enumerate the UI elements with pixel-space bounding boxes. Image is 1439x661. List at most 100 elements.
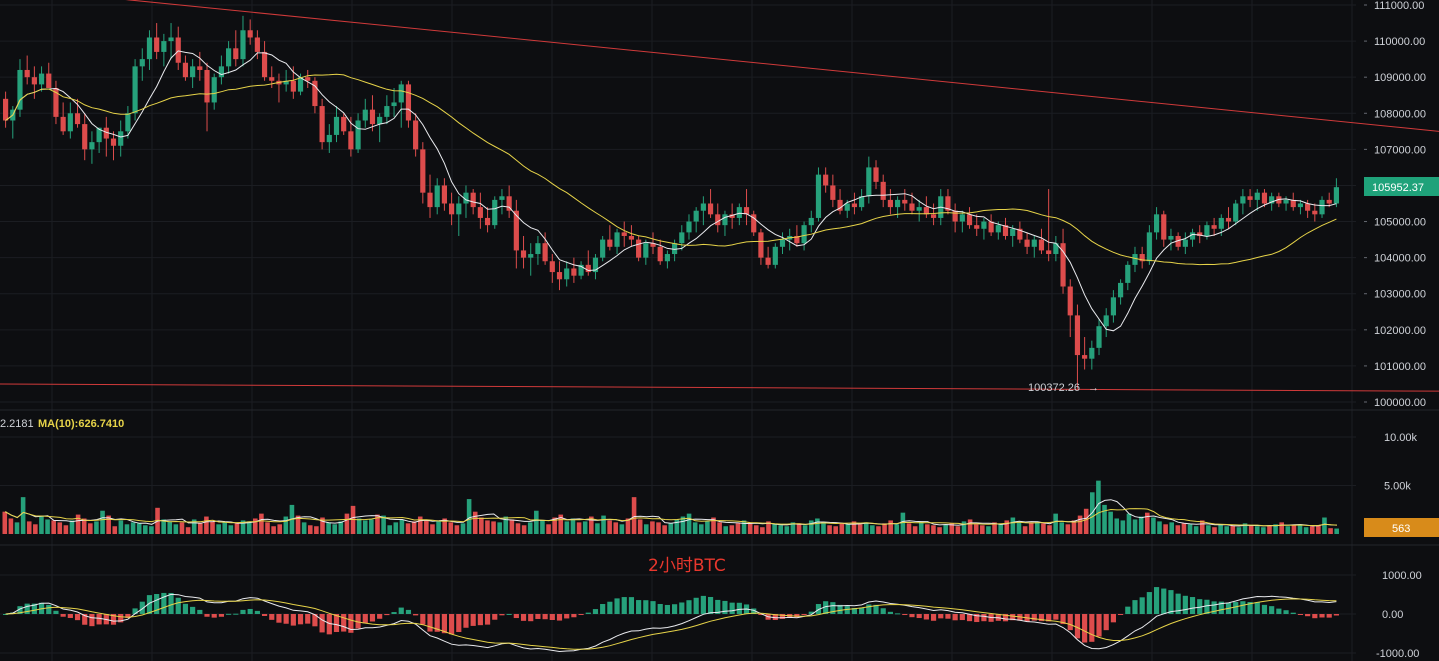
volume-bar	[570, 518, 576, 534]
volume-bar	[1334, 528, 1339, 534]
last-price-badge	[1364, 177, 1439, 196]
volume-bar	[57, 522, 63, 534]
candle-up	[815, 174, 822, 218]
candle-up	[808, 217, 814, 226]
candle-down	[1002, 225, 1009, 236]
volume-bar	[277, 524, 283, 534]
macd-bar	[362, 614, 368, 624]
candle-up	[772, 246, 778, 265]
macd-bar	[1103, 614, 1109, 631]
candle-down	[945, 196, 951, 211]
candle-down	[103, 127, 109, 139]
macd-bar	[686, 600, 692, 614]
macd-bar	[1168, 590, 1174, 614]
candle-down	[305, 77, 311, 81]
candle-down	[1082, 355, 1088, 359]
volume-bar	[179, 522, 185, 534]
volume-bar	[674, 519, 680, 534]
volume-bar	[491, 521, 496, 534]
volume-bar	[1059, 522, 1065, 534]
volume-bar	[882, 523, 887, 534]
candle-down	[837, 199, 843, 211]
volume-bar	[631, 497, 637, 534]
volume-bar	[527, 522, 533, 534]
candle-down	[197, 66, 203, 70]
macd-bar	[470, 614, 476, 626]
macd-bar	[456, 614, 462, 633]
volume-bar	[320, 517, 325, 534]
candle-down	[923, 207, 929, 215]
candle-up	[1182, 239, 1188, 247]
candle-down	[873, 167, 879, 182]
candle-up	[995, 225, 1001, 233]
macd-bar	[1082, 614, 1088, 643]
candle-up	[959, 214, 965, 222]
candle-down	[470, 192, 476, 208]
macd-bar	[46, 604, 52, 614]
volume-bar	[582, 521, 588, 534]
macd-bar	[1319, 614, 1325, 618]
candle-down	[60, 116, 66, 132]
volume-bar	[705, 521, 710, 534]
macd-bar	[621, 597, 627, 614]
volume-bar	[472, 511, 478, 534]
low-price-annotation: 100372.26	[1028, 382, 1080, 394]
macd-bar	[895, 613, 901, 615]
candle-up	[398, 84, 404, 103]
candle-up	[240, 30, 246, 60]
candle-up	[1103, 315, 1109, 327]
moving-averages	[5, 50, 1337, 332]
candle-down	[743, 207, 750, 215]
candle-up	[664, 254, 670, 262]
volume-bar	[918, 521, 924, 534]
macd-bar	[1096, 614, 1102, 637]
candle-up	[1204, 225, 1210, 236]
candle-up	[1218, 217, 1224, 229]
macd-bar	[89, 614, 95, 627]
macd-bar	[132, 608, 138, 614]
volume-bar	[778, 525, 783, 534]
macd-bar	[24, 603, 30, 614]
macd-bar	[341, 614, 347, 632]
candle-down	[1024, 239, 1030, 247]
candle-down	[1161, 214, 1167, 240]
macd-bar	[1218, 601, 1224, 614]
candle-up	[1125, 264, 1131, 283]
candle-up	[125, 113, 131, 132]
volume-bar	[1193, 526, 1199, 534]
volume-bar	[283, 516, 289, 534]
candle-up	[1153, 214, 1160, 233]
macd-bar	[830, 602, 836, 614]
candle-down	[319, 106, 325, 143]
price-tick-label: 109000.00	[1374, 72, 1426, 84]
price-tick-label: 101000.00	[1374, 361, 1426, 373]
candle-down	[1290, 199, 1296, 208]
macd-bar	[463, 614, 469, 628]
volume-bar	[1169, 522, 1175, 534]
candle-up	[391, 102, 397, 107]
volume-bar	[937, 527, 942, 534]
volume-bar	[94, 521, 99, 534]
candle-up	[297, 77, 304, 92]
volume-bar	[613, 522, 619, 534]
volume-bar	[607, 520, 612, 534]
volume-bar	[112, 526, 118, 534]
volume-bar	[760, 527, 765, 534]
macd-bar	[542, 614, 548, 620]
price-tick-label: 102000.00	[1374, 325, 1426, 337]
candle-down	[966, 214, 973, 226]
macd-bar	[571, 614, 577, 618]
macd-bar	[168, 592, 174, 614]
candle-up	[1283, 199, 1289, 204]
volume-bar	[314, 526, 319, 534]
volume-bar	[845, 524, 851, 534]
volume-bar	[124, 524, 130, 534]
volume-bar	[387, 525, 392, 534]
volume-bar	[552, 517, 557, 534]
price-tick-label: 103000.00	[1374, 289, 1426, 301]
volume-bar	[601, 515, 606, 534]
macd-bar	[110, 614, 117, 625]
trendline-support	[0, 383, 1439, 392]
macd-bar	[1038, 614, 1045, 622]
